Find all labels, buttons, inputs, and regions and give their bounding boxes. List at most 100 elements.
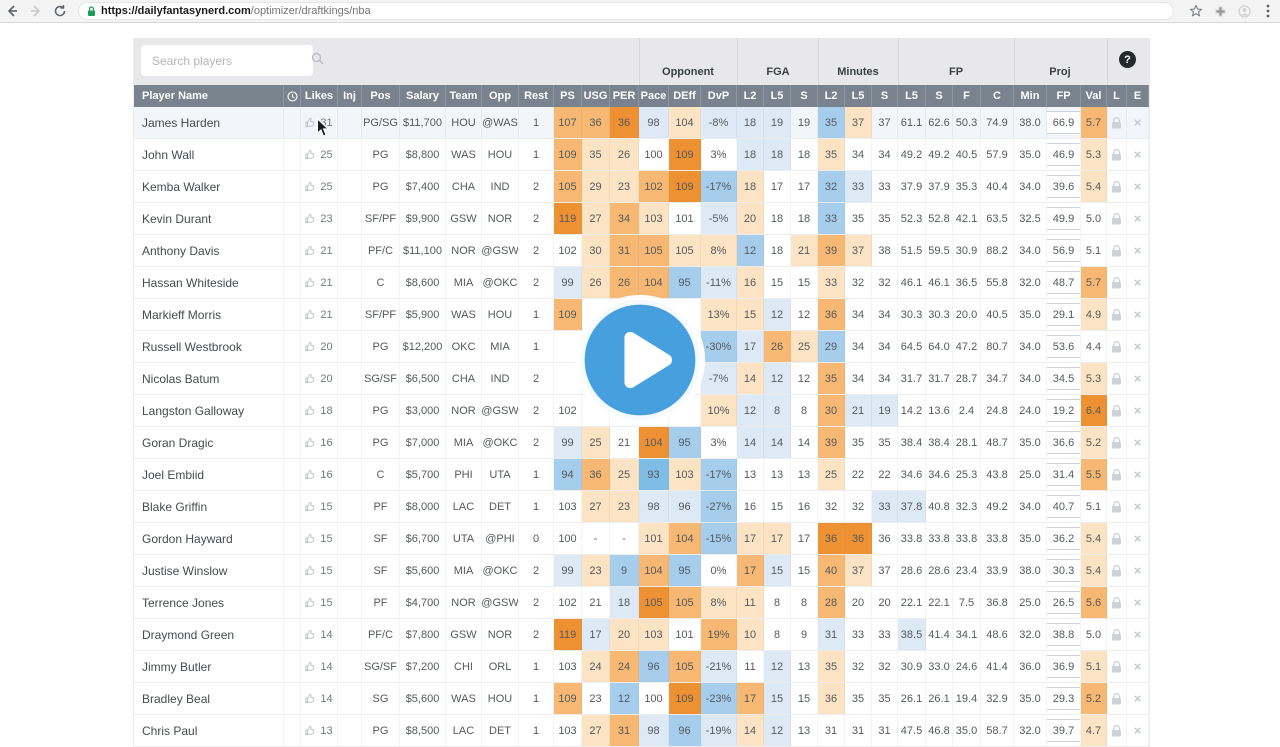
refresh-icon[interactable] [48, 0, 72, 22]
player-name-cell[interactable]: Goran Dragic [134, 427, 284, 458]
col-header-fp_l5[interactable]: L5 [898, 85, 926, 107]
player-name-cell[interactable]: Jimmy Butler [134, 651, 284, 682]
col-header-pace[interactable]: Pace [639, 85, 669, 107]
col-header-min_l5[interactable]: L5 [845, 85, 872, 107]
thumbs-up-icon[interactable] [305, 629, 316, 640]
player-name-cell[interactable]: Langston Galloway [134, 395, 284, 426]
thumbs-up-icon[interactable] [305, 725, 316, 736]
video-play-button[interactable] [572, 292, 708, 428]
exclude-player-button[interactable]: × [1127, 235, 1149, 266]
proj-fp-input[interactable] [1047, 207, 1080, 230]
lock-player-button[interactable] [1107, 651, 1127, 682]
proj-fp-input[interactable] [1047, 303, 1080, 326]
col-header-val[interactable]: Val [1081, 85, 1107, 107]
thumbs-up-icon[interactable] [305, 565, 316, 576]
col-header-per[interactable]: PER [610, 85, 639, 107]
thumbs-up-icon[interactable] [305, 341, 316, 352]
col-header-rest[interactable]: Rest [519, 85, 554, 107]
col-header-pos[interactable]: Pos [362, 85, 400, 107]
lock-player-button[interactable] [1107, 203, 1127, 234]
col-header-fga_s[interactable]: S [791, 85, 818, 107]
likes-cell[interactable]: 25 [301, 139, 338, 170]
col-header-clock[interactable] [284, 85, 301, 107]
thumbs-up-icon[interactable] [305, 117, 316, 128]
browser-menu-icon[interactable] [1256, 0, 1280, 22]
col-header-lock[interactable]: L [1107, 85, 1127, 107]
proj-fp-input[interactable] [1047, 399, 1080, 422]
exclude-player-button[interactable]: × [1127, 555, 1149, 586]
exclude-player-button[interactable]: × [1127, 107, 1149, 138]
player-name-cell[interactable]: James Harden [134, 107, 284, 138]
col-header-deff[interactable]: DEff [669, 85, 701, 107]
lock-player-button[interactable] [1107, 331, 1127, 362]
proj-fp-input[interactable] [1047, 463, 1080, 486]
lock-player-button[interactable] [1107, 171, 1127, 202]
likes-cell[interactable]: 14 [301, 651, 338, 682]
proj-fp-input[interactable] [1047, 335, 1080, 358]
exclude-player-button[interactable]: × [1127, 299, 1149, 330]
col-header-salary[interactable]: Salary [400, 85, 446, 107]
col-header-likes[interactable]: Likes [301, 85, 338, 107]
lock-player-button[interactable] [1107, 587, 1127, 618]
player-name-cell[interactable]: Gordon Hayward [134, 523, 284, 554]
player-name-cell[interactable]: Kevin Durant [134, 203, 284, 234]
thumbs-up-icon[interactable] [305, 661, 316, 672]
col-header-inj[interactable]: Inj [338, 85, 362, 107]
proj-fp-input[interactable] [1047, 175, 1080, 198]
profile-icon[interactable] [1232, 0, 1256, 22]
player-name-cell[interactable]: Draymond Green [134, 619, 284, 650]
col-header-p_fp[interactable]: FP [1047, 85, 1081, 107]
player-name-cell[interactable]: John Wall [134, 139, 284, 170]
likes-cell[interactable]: 23 [301, 203, 338, 234]
likes-cell[interactable]: 25 [301, 171, 338, 202]
exclude-player-button[interactable]: × [1127, 491, 1149, 522]
lock-player-button[interactable] [1107, 299, 1127, 330]
thumbs-up-icon[interactable] [305, 693, 316, 704]
col-header-opp[interactable]: Opp [482, 85, 519, 107]
exclude-player-button[interactable]: × [1127, 523, 1149, 554]
likes-cell[interactable]: 15 [301, 587, 338, 618]
lock-player-button[interactable] [1107, 363, 1127, 394]
proj-fp-input[interactable] [1047, 591, 1080, 614]
likes-cell[interactable]: 21 [301, 267, 338, 298]
thumbs-up-icon[interactable] [305, 309, 316, 320]
thumbs-up-icon[interactable] [305, 277, 316, 288]
lock-player-button[interactable] [1107, 107, 1127, 138]
thumbs-up-icon[interactable] [305, 597, 316, 608]
proj-fp-input[interactable] [1047, 239, 1080, 262]
proj-fp-input[interactable] [1047, 655, 1080, 678]
proj-fp-input[interactable] [1047, 527, 1080, 550]
player-name-cell[interactable]: Kemba Walker [134, 171, 284, 202]
col-header-min_s[interactable]: S [872, 85, 898, 107]
forward-icon[interactable] [24, 0, 48, 22]
bookmark-star-icon[interactable] [1184, 0, 1208, 22]
lock-player-button[interactable] [1107, 523, 1127, 554]
col-header-usg[interactable]: USG [582, 85, 610, 107]
likes-cell[interactable]: 14 [301, 619, 338, 650]
extension-icon[interactable] [1208, 0, 1232, 22]
likes-cell[interactable]: 15 [301, 523, 338, 554]
proj-fp-input[interactable] [1047, 431, 1080, 454]
thumbs-up-icon[interactable] [305, 213, 316, 224]
proj-fp-input[interactable] [1047, 559, 1080, 582]
url-bar[interactable]: https://dailyfantasynerd.com/optimizer/d… [78, 2, 1174, 20]
player-name-cell[interactable]: Joel Embiid [134, 459, 284, 490]
help-icon[interactable]: ? [1119, 51, 1136, 68]
exclude-player-button[interactable]: × [1127, 171, 1149, 202]
lock-player-button[interactable] [1107, 683, 1127, 714]
player-name-cell[interactable]: Nicolas Batum [134, 363, 284, 394]
col-header-fga_l2[interactable]: L2 [737, 85, 764, 107]
lock-player-button[interactable] [1107, 491, 1127, 522]
likes-cell[interactable]: 16 [301, 427, 338, 458]
exclude-player-button[interactable]: × [1127, 651, 1149, 682]
exclude-player-button[interactable]: × [1127, 395, 1149, 426]
likes-cell[interactable]: 31 [301, 107, 338, 138]
lock-player-button[interactable] [1107, 427, 1127, 458]
exclude-player-button[interactable]: × [1127, 267, 1149, 298]
likes-cell[interactable]: 16 [301, 459, 338, 490]
likes-cell[interactable]: 15 [301, 491, 338, 522]
col-header-min_l2[interactable]: L2 [818, 85, 845, 107]
exclude-player-button[interactable]: × [1127, 683, 1149, 714]
exclude-player-button[interactable]: × [1127, 203, 1149, 234]
thumbs-up-icon[interactable] [305, 181, 316, 192]
